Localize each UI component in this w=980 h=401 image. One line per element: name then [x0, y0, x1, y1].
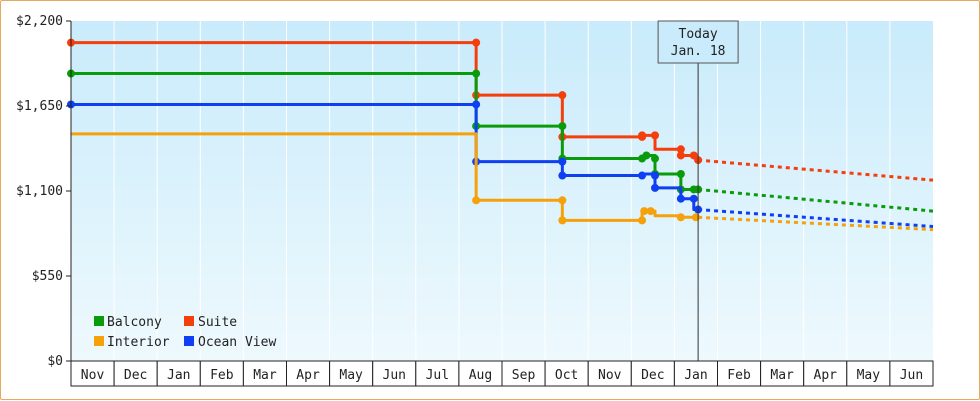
series-point-ocean-view [638, 171, 647, 180]
x-tick-label: Jun [900, 368, 923, 383]
series-point-interior [691, 213, 700, 222]
series-point-suite [472, 38, 481, 47]
x-tick-label: Apr [814, 368, 838, 383]
series-point-suite [558, 91, 567, 100]
series-point-suite [651, 131, 660, 140]
series-point-balcony [558, 122, 567, 131]
series-point-ocean-view [689, 194, 698, 203]
legend-label-suite[interactable]: Suite [198, 315, 237, 330]
x-month-cell [286, 360, 331, 387]
x-tick-label: May [857, 368, 881, 383]
legend-swatch-suite [184, 316, 194, 326]
x-month-cell [544, 360, 589, 387]
x-month-cell [113, 360, 158, 387]
axis-layer: $0 $550 $1,100 $1,650 $2,200 Nov Dec Jan Feb Mar A… [16, 14, 934, 387]
series-point-balcony [651, 154, 660, 163]
x-tick-label: Jul [426, 368, 449, 383]
y-tick-label: $2,200 [16, 14, 63, 29]
today-marker: Today Jan. 18 [657, 20, 739, 361]
x-month-cell [889, 360, 934, 387]
series-point-suite [638, 131, 647, 140]
series-point-balcony [642, 151, 651, 160]
x-tick-label: Jan [167, 368, 190, 383]
series-point-suite [676, 145, 685, 154]
x-tick-label: Jan [684, 368, 707, 383]
x-tick-label: Nov [81, 368, 105, 383]
x-tick-label: Dec [124, 368, 147, 383]
legend-swatch-balcony [94, 316, 104, 326]
x-month-cell [415, 360, 460, 387]
x-tick-label: Dec [641, 368, 664, 383]
x-month-cell [199, 360, 244, 387]
x-month-cell [242, 360, 287, 387]
x-month-cell [587, 360, 632, 387]
series-point-ocean-view [558, 171, 567, 180]
legend-swatch-interior [94, 336, 104, 346]
series-point-ocean-view [676, 194, 685, 203]
series-point-ocean-view [558, 157, 567, 166]
series-point-suite [676, 151, 685, 160]
legend: Balcony Suite Interior Ocean View [94, 315, 276, 350]
today-label: Today [679, 27, 718, 42]
series-point-ocean-view [472, 100, 481, 109]
series-point-ocean-view [651, 183, 660, 192]
y-tick-label: $0 [47, 354, 63, 369]
legend-swatch-ocean-view [184, 336, 194, 346]
series-point-interior [646, 207, 655, 216]
series-point-interior [640, 207, 649, 216]
series-point-interior [558, 216, 567, 225]
legend-label-balcony[interactable]: Balcony [107, 315, 162, 330]
x-tick-label: Aug [469, 368, 492, 383]
x-month-cell [673, 360, 719, 387]
y-tick-label: $1,100 [16, 184, 63, 199]
x-tick-label: Feb [727, 368, 751, 383]
x-month-cell [803, 360, 848, 387]
x-tick-label: Mar [770, 368, 794, 383]
x-month-cell [846, 360, 891, 387]
series-point-interior [676, 213, 685, 222]
x-month-cell [372, 360, 417, 387]
y-tick-label: $550 [32, 269, 63, 284]
x-tick-label: Sep [512, 368, 536, 383]
series-point-interior [558, 196, 567, 205]
x-month-cell [501, 360, 546, 387]
legend-label-ocean-view[interactable]: Ocean View [198, 335, 276, 350]
x-month-cell [760, 360, 805, 387]
series-point-interior [472, 196, 481, 205]
x-tick-label: Apr [296, 368, 320, 383]
x-tick-label: Jun [383, 368, 406, 383]
x-tick-label: Nov [598, 368, 622, 383]
series-point-interior [638, 216, 647, 225]
x-month-cell [156, 360, 201, 387]
y-tick-label: $1,650 [16, 99, 63, 114]
legend-label-interior[interactable]: Interior [107, 335, 170, 350]
series-point-ocean-view [651, 171, 660, 180]
x-tick-label: May [339, 368, 363, 383]
series-layer [67, 38, 934, 232]
today-callout [657, 20, 739, 64]
x-month-cell [329, 360, 374, 387]
today-date-label: Jan. 18 [671, 44, 726, 59]
x-month-cell [458, 360, 503, 387]
series-point-balcony [472, 69, 481, 78]
x-tick-label: Feb [210, 368, 234, 383]
x-tick-label: Oct [555, 368, 578, 383]
x-tick-label: Mar [253, 368, 277, 383]
series-point-balcony [676, 170, 685, 178]
